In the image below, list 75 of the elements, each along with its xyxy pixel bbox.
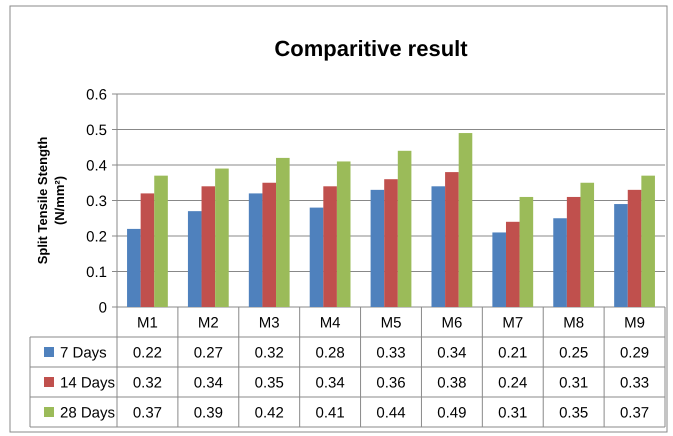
bar: [628, 190, 642, 307]
bar: [215, 168, 229, 307]
bar: [553, 218, 567, 307]
data-label: 0.41: [316, 404, 345, 422]
x-tick-label: M4: [320, 314, 341, 332]
y-tick-label: 0.2: [86, 228, 107, 246]
y-tick-label: 0.6: [86, 86, 107, 104]
x-tick-label: M5: [380, 314, 402, 332]
bar: [580, 182, 594, 307]
data-label: 0.44: [376, 404, 406, 422]
bar: [248, 193, 262, 307]
data-label: 0.24: [498, 374, 528, 392]
bar: [276, 158, 290, 307]
legend-label: 14 Days: [60, 374, 116, 392]
bar: [492, 232, 506, 307]
x-tick-label: M7: [502, 314, 524, 332]
y-tick-label: 0.3: [86, 192, 107, 210]
y-tick-label: 0: [98, 299, 107, 316]
bar: [641, 176, 655, 307]
bar: [614, 204, 628, 307]
bar: [336, 161, 351, 307]
y-tick-label: 0.5: [86, 122, 107, 139]
bar: [154, 176, 168, 307]
data-label: 0.21: [498, 344, 528, 362]
legend-label: 28 Days: [60, 404, 116, 422]
data-label: 0.37: [132, 404, 162, 422]
bar: [458, 133, 472, 307]
x-tick-label: M6: [441, 314, 462, 332]
data-label: 0.38: [437, 374, 466, 392]
data-label: 0.33: [620, 374, 650, 392]
x-tick-label: M2: [198, 314, 219, 332]
data-label: 0.31: [498, 404, 528, 422]
bar: [370, 190, 384, 307]
bar: [384, 179, 398, 307]
bar: [323, 186, 337, 307]
data-label: 0.22: [132, 344, 162, 362]
data-label: 0.49: [437, 404, 466, 422]
data-label: 0.33: [376, 344, 406, 362]
bar: [310, 208, 324, 307]
data-label: 0.34: [437, 344, 466, 362]
bar: [140, 193, 154, 307]
data-label: 0.42: [254, 404, 284, 422]
bar: [202, 186, 216, 307]
bar: [188, 211, 202, 307]
bar: [506, 222, 520, 307]
x-tick-label: M3: [258, 314, 280, 332]
data-label: 0.34: [316, 374, 345, 392]
legend-label: 7 Days: [60, 344, 107, 362]
data-label: 0.34: [194, 374, 223, 392]
x-tick-label: M9: [624, 314, 645, 332]
x-tick-label: M8: [563, 314, 584, 332]
data-label: 0.36: [376, 374, 406, 392]
data-label: 0.28: [316, 344, 345, 362]
bar: [431, 186, 446, 307]
data-label: 0.35: [559, 404, 588, 422]
data-label: 0.27: [194, 344, 223, 362]
x-tick-label: M1: [137, 314, 158, 332]
data-label: 0.37: [620, 404, 650, 422]
bar: [520, 196, 534, 307]
bar: [398, 150, 412, 307]
data-label: 0.39: [194, 404, 223, 422]
data-label: 0.35: [254, 374, 284, 392]
y-axis-title: Split Tensile Stength (N/mm²): [35, 136, 67, 264]
data-label: 0.29: [620, 344, 650, 362]
y-tick-label: 0.1: [86, 264, 107, 281]
data-label: 0.32: [254, 344, 284, 362]
data-label: 0.25: [559, 344, 588, 362]
data-label: 0.31: [559, 374, 588, 392]
chart-title: Comparitive result: [274, 36, 468, 61]
data-label: 0.32: [132, 374, 162, 392]
y-tick-label: 0.4: [86, 157, 107, 174]
bar: [127, 228, 141, 307]
bar: [445, 172, 459, 307]
bar: [566, 196, 580, 307]
bar: [262, 182, 276, 307]
